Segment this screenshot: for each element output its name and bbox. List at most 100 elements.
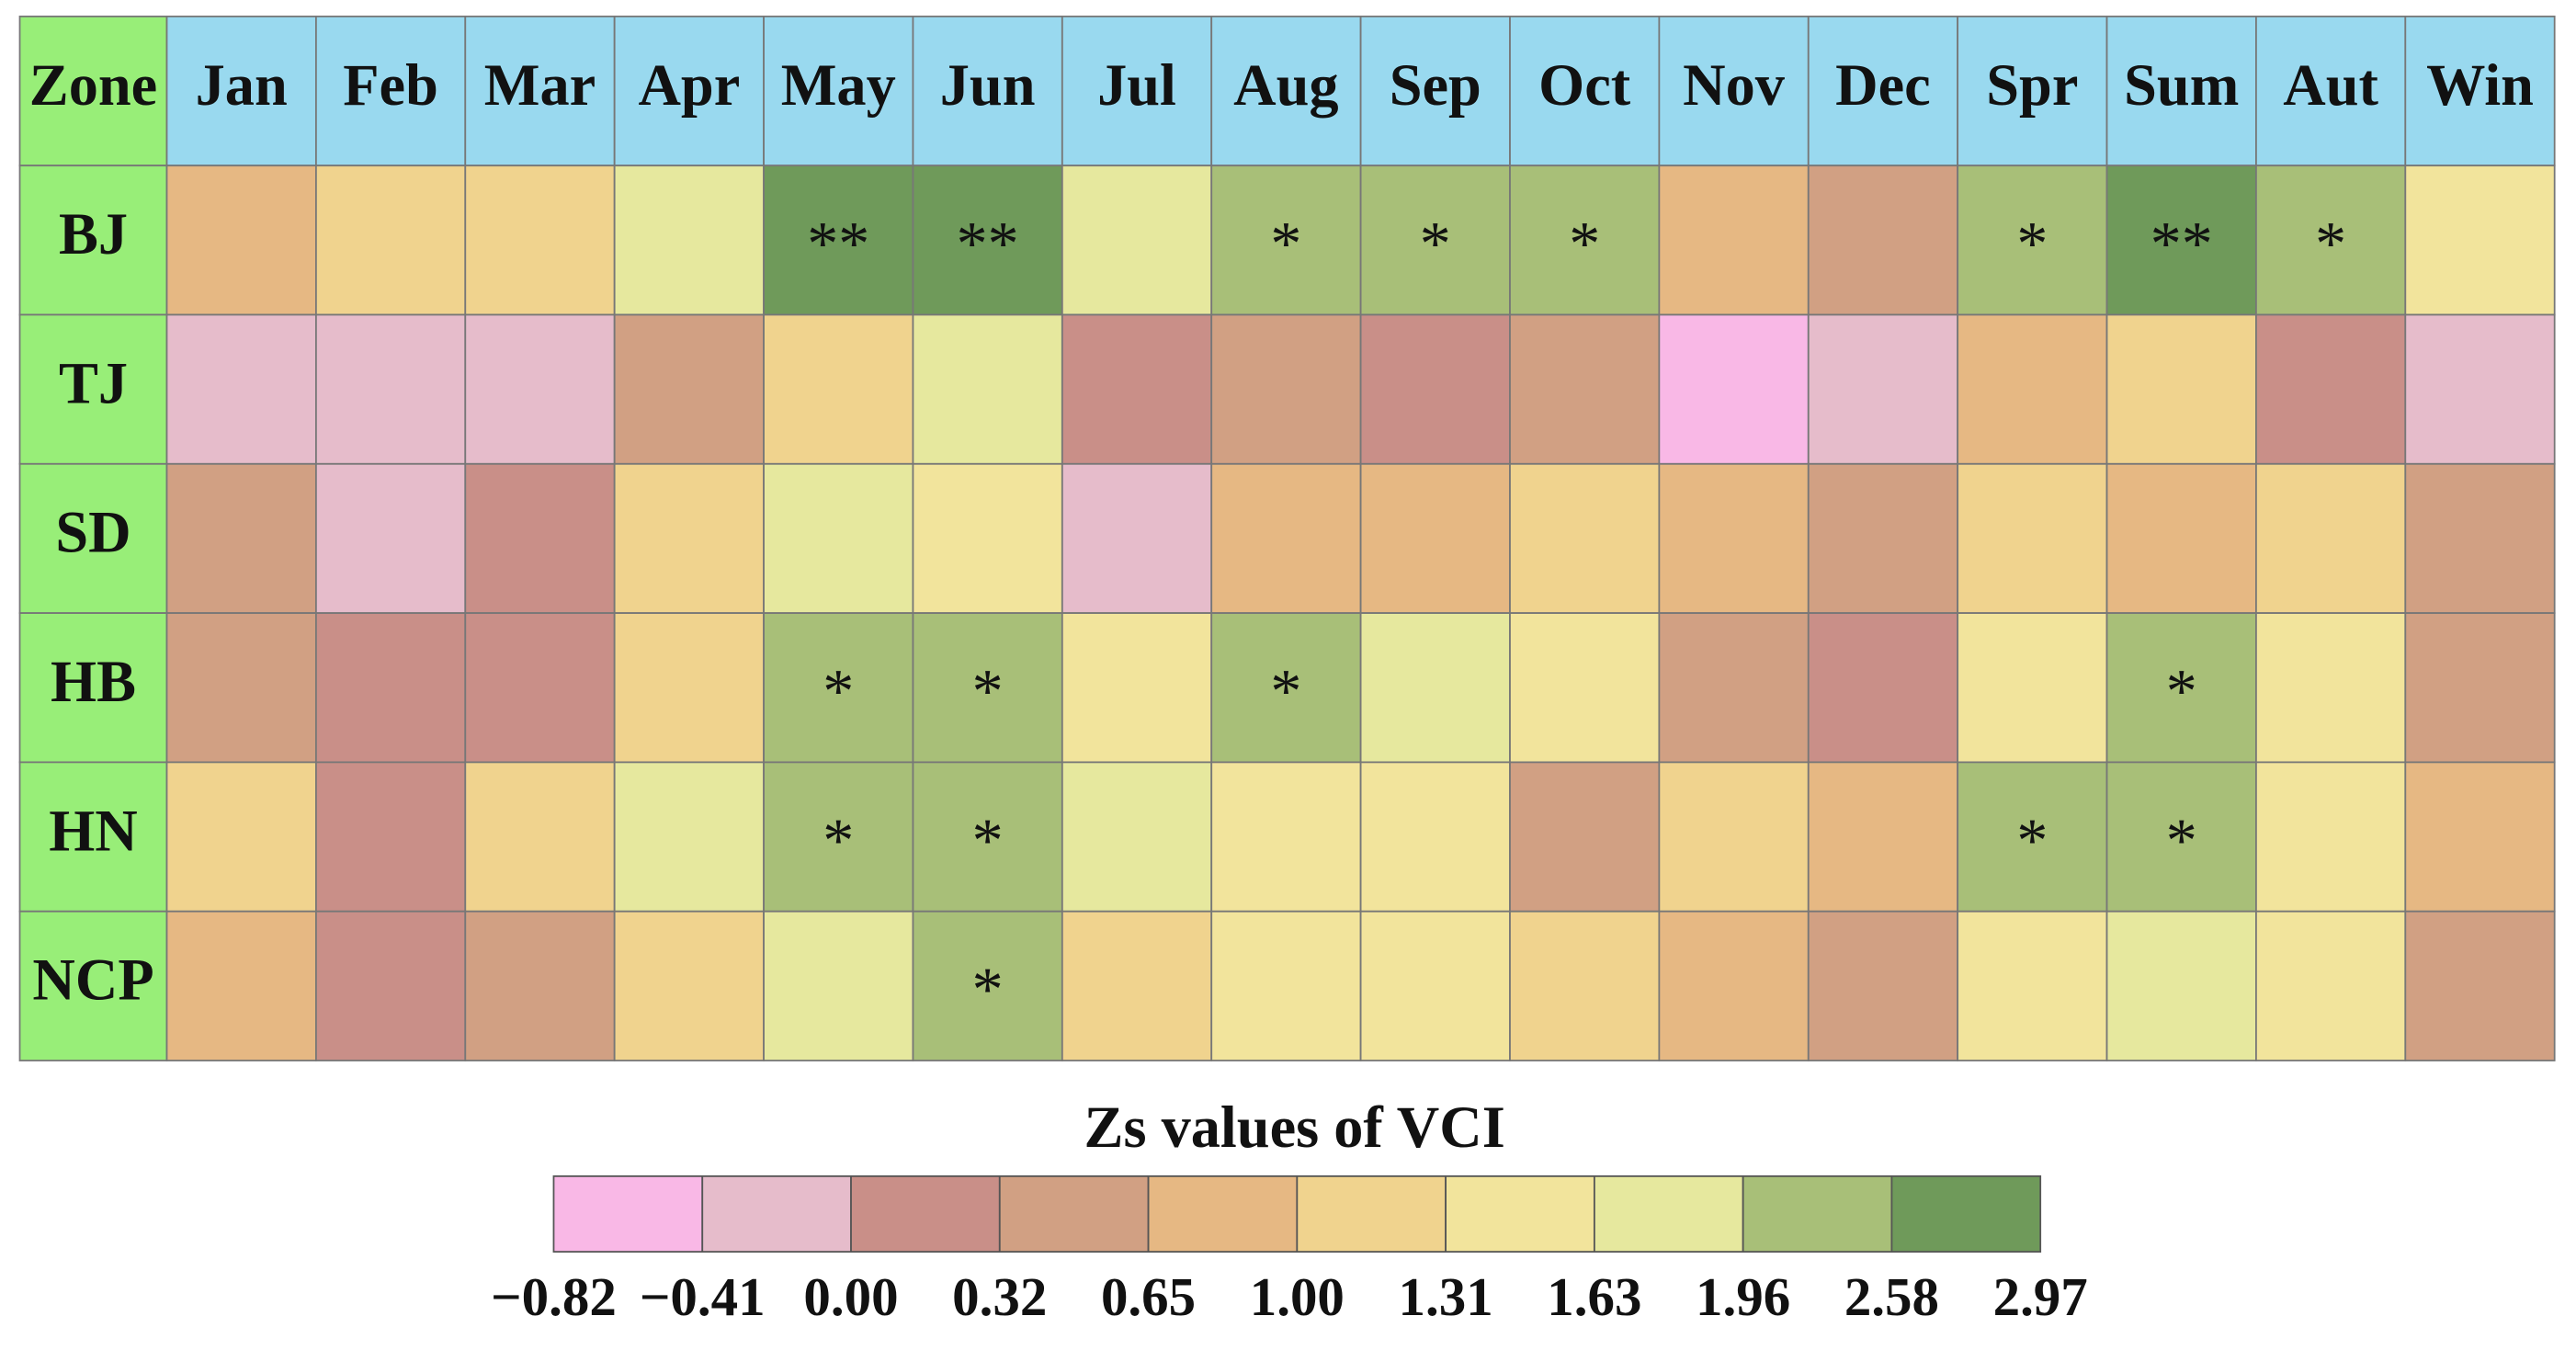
header-cell <box>464 15 616 167</box>
column-label: Jul <box>1097 52 1176 118</box>
heat-cell <box>2404 910 2556 1061</box>
legend-tick-label: 1.31 <box>1399 1266 1493 1327</box>
heat-cell <box>1807 164 1959 316</box>
heat-cell <box>1210 761 1362 913</box>
heat-cell <box>1957 910 2108 1061</box>
heat-cell <box>1807 761 1959 913</box>
heat-cell <box>464 164 616 316</box>
heat-cell <box>314 462 467 615</box>
heat-cell <box>1061 313 1213 465</box>
heat-cell <box>912 313 1063 465</box>
heat-cell <box>464 612 616 764</box>
column-label: Jun <box>940 52 1036 118</box>
column-label: Mar <box>484 52 596 118</box>
heat-cell <box>912 910 1063 1061</box>
heat-cell <box>1210 462 1362 615</box>
legend-tick-label: −0.41 <box>640 1266 766 1327</box>
row-label: TJ <box>59 350 128 415</box>
heat-cell <box>1359 164 1511 316</box>
header-cell <box>1061 15 1213 167</box>
column-label: Apr <box>638 52 740 118</box>
column-label: Aug <box>1233 52 1338 118</box>
heat-cell <box>464 462 616 615</box>
corner-cell <box>18 15 168 167</box>
significance-mark: * <box>1270 656 1301 726</box>
legend-tick-label: 1.96 <box>1696 1266 1790 1327</box>
significance-mark: ** <box>807 209 869 278</box>
heat-cell <box>2404 462 2556 615</box>
significance-mark: * <box>972 954 1004 1024</box>
heat-cell <box>314 910 467 1061</box>
heat-cell <box>1210 910 1362 1061</box>
heat-cell <box>464 910 616 1061</box>
significance-mark: ** <box>957 209 1019 278</box>
significance-mark: * <box>2166 805 2197 875</box>
significance-mark: * <box>2315 209 2346 278</box>
heat-cell <box>2105 313 2257 465</box>
legend-swatch <box>1742 1174 1893 1253</box>
column-label: Win <box>2426 52 2534 118</box>
legend-tick-label: 0.00 <box>803 1266 898 1327</box>
header-cell <box>1957 15 2108 167</box>
heat-cell <box>2404 761 2556 913</box>
heat-cell <box>1807 313 1959 465</box>
header-cell <box>2105 15 2257 167</box>
row-header-cell <box>18 910 168 1061</box>
heat-cell <box>165 761 317 913</box>
heat-cell <box>1509 761 1661 913</box>
heat-cell <box>1807 910 1959 1061</box>
heat-cell <box>1658 164 1810 316</box>
legend-swatch <box>850 1174 1001 1253</box>
heat-cell <box>1509 612 1661 764</box>
heat-cell <box>1359 612 1511 764</box>
heat-cell <box>2404 612 2556 764</box>
row-label: NCP <box>32 947 153 1013</box>
legend-swatch <box>1593 1174 1744 1253</box>
significance-mark: ** <box>2150 209 2213 278</box>
column-label: May <box>781 52 896 118</box>
significance-mark: * <box>2016 209 2048 278</box>
significance-mark: * <box>972 656 1004 726</box>
heat-cell <box>1658 910 1810 1061</box>
significance-mark: * <box>1420 209 1451 278</box>
heat-cell <box>2255 462 2407 615</box>
legend-swatch <box>701 1174 852 1253</box>
heat-cell <box>2105 910 2257 1061</box>
significance-mark: * <box>2016 805 2048 875</box>
row-label: HB <box>51 649 136 714</box>
heat-cell <box>2105 761 2257 913</box>
heat-cell <box>763 910 914 1061</box>
row-header-cell <box>18 612 168 764</box>
legend-swatch <box>552 1174 704 1253</box>
heat-cell <box>1957 313 2108 465</box>
legend-swatch <box>1296 1174 1447 1253</box>
significance-mark: * <box>1569 209 1600 278</box>
heat-cell <box>1658 313 1810 465</box>
header-cell <box>613 15 765 167</box>
header-cell <box>1658 15 1810 167</box>
heat-cell <box>613 612 765 764</box>
heat-cell <box>1061 910 1213 1061</box>
heat-cell <box>1509 313 1661 465</box>
significance-mark: * <box>823 805 854 875</box>
heat-cell <box>763 313 914 465</box>
legend-tick-label: 0.32 <box>952 1266 1047 1327</box>
legend-swatch <box>1147 1174 1299 1253</box>
header-cell <box>763 15 914 167</box>
heat-cell <box>1359 313 1511 465</box>
row-header-cell <box>18 462 168 615</box>
column-label: Jan <box>196 52 288 118</box>
heat-cell <box>464 761 616 913</box>
heat-cell <box>613 313 765 465</box>
heat-cell <box>165 910 317 1061</box>
heat-cell <box>1359 761 1511 913</box>
heat-cell <box>1509 462 1661 615</box>
heat-cell <box>314 313 467 465</box>
heat-cell <box>1807 612 1959 764</box>
heat-cell <box>912 612 1063 764</box>
heat-cell <box>1210 164 1362 316</box>
legend-tick-label: 2.58 <box>1844 1266 1939 1327</box>
heat-cell <box>2255 313 2407 465</box>
header-cell <box>2404 15 2556 167</box>
header-cell <box>1807 15 1959 167</box>
